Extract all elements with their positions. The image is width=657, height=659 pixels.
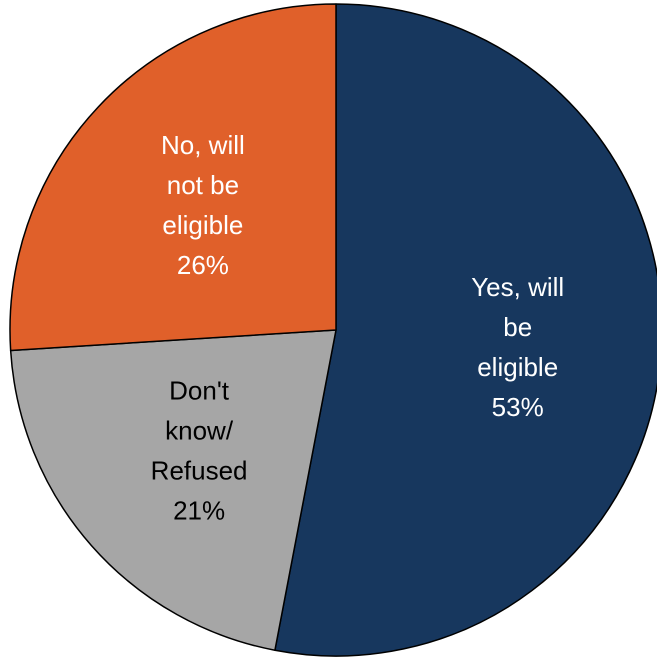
labels-layer: Yes, will be eligible 53% Don't know/Refused 2… bbox=[151, 130, 565, 526]
slice-label-line: know/ bbox=[165, 416, 234, 446]
slice-label-line: Don't bbox=[169, 376, 230, 406]
slice-label-line: not be bbox=[167, 170, 239, 200]
slice-label-line: be bbox=[503, 312, 532, 342]
slice-label-line: Yes, will bbox=[471, 272, 564, 302]
slice-label-2: No, will not be eligible 26% bbox=[161, 130, 245, 280]
slice-label-line: 26% bbox=[177, 250, 229, 280]
slice-label-line: eligible bbox=[477, 352, 558, 382]
slice-label-line: No, will bbox=[161, 130, 245, 160]
slice-label-line: 21% bbox=[173, 496, 225, 526]
pie-slice-2 bbox=[9, 3, 337, 352]
slice-label-1: Don't know/Refused 21% bbox=[151, 376, 248, 526]
pie-slice-1 bbox=[9, 329, 337, 651]
slice-label-0: Yes, will be eligible 53% bbox=[471, 272, 564, 422]
slices-layer bbox=[9, 3, 657, 657]
slice-label-line: eligible bbox=[162, 210, 243, 240]
pie-slice-0 bbox=[274, 3, 657, 657]
slice-label-line: Refused bbox=[151, 456, 248, 486]
slice-label-line: 53% bbox=[492, 392, 544, 422]
